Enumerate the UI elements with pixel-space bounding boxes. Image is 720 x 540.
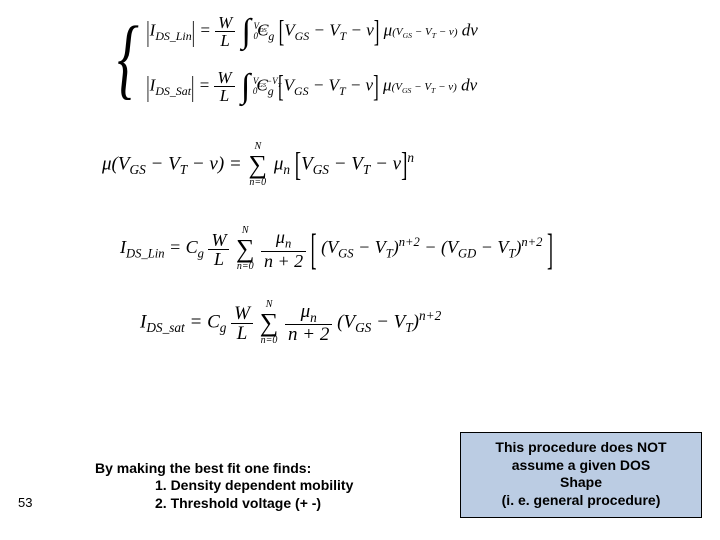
brace-system: { |IDS_Lin| = WL ∫VDS0 Cg [VGS − VT − v]… — [110, 10, 650, 108]
callout-line-1: This procedure does NOT — [467, 439, 695, 457]
left-brace: { — [117, 19, 139, 99]
callout-box: This procedure does NOT assume a given D… — [460, 432, 702, 518]
findings-text: By making the best fit one finds: 1. Den… — [95, 460, 353, 513]
slide-footer: 53 By making the best fit one finds: 1. … — [0, 442, 720, 522]
findings-item-2: 2. Threshold voltage (+ -) — [95, 495, 353, 513]
findings-item-1: 1. Density dependent mobility — [95, 477, 353, 495]
eq-ids-lin-integral: |IDS_Lin| = WL ∫VDS0 Cg [VGS − VT − v] μ… — [146, 14, 478, 49]
equations-block: { |IDS_Lin| = WL ∫VDS0 Cg [VGS − VT − v]… — [110, 10, 650, 350]
eq-ids-lin-closed: IDS_Lin = Cg WL N∑n=0 μnn + 2 [ (VGS − V… — [120, 226, 650, 272]
callout-line-3: Shape — [467, 474, 695, 492]
callout-line-2: assume a given DOS — [467, 457, 695, 475]
callout-line-4: (i. e. general procedure) — [467, 492, 695, 510]
eq-ids-sat-closed: IDS_sat = Cg WL N∑n=0 μnn + 2 (VGS − VT)… — [140, 300, 650, 346]
page-number: 53 — [18, 495, 32, 510]
findings-intro: By making the best fit one finds: — [95, 460, 353, 478]
eq-mu-series: μ(VGS − VT − v) = N∑n=0 μn [VGS − VT − v… — [102, 142, 650, 188]
eq-ids-sat-integral: |IDS_Sat| = WL ∫VGS−VT0 Cg [VGS − VT − v… — [146, 69, 478, 104]
